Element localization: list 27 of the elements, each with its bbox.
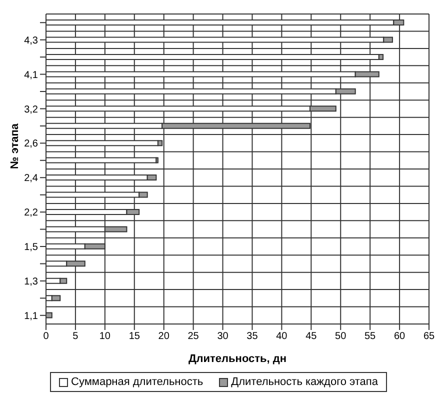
- x-axis-title: Длительность, дн: [188, 353, 287, 365]
- y-tick-label: 1,1: [24, 310, 38, 322]
- x-tick-label: 35: [246, 331, 258, 342]
- y-tick-label: 2,2: [24, 208, 38, 219]
- y-tick-label: 3,2: [24, 104, 38, 116]
- x-tick-label: 60: [394, 331, 406, 342]
- legend-label: Суммарная длительность: [70, 376, 204, 388]
- y-tick-label: 4,3: [24, 35, 38, 46]
- x-tick-label: 30: [217, 331, 229, 342]
- x-tick-label: 65: [423, 331, 435, 342]
- y-tick-label: 2,6: [24, 138, 38, 150]
- x-tick-label: 20: [158, 331, 170, 342]
- y-tick-label: 1,3: [24, 276, 38, 288]
- x-tick-label: 0: [43, 331, 50, 342]
- x-tick-label: 45: [306, 331, 318, 342]
- x-tick-label: 10: [99, 331, 111, 342]
- x-tick-label: 25: [188, 331, 200, 342]
- x-tick-label: 5: [72, 331, 79, 342]
- y-tick-label: 1,5: [24, 242, 38, 254]
- x-tick-label: 15: [128, 331, 140, 342]
- y-tick-label: 2,4: [24, 173, 38, 184]
- x-tick-label: 40: [276, 331, 288, 342]
- x-tick-label: 55: [364, 331, 376, 342]
- x-tick-label: 50: [335, 331, 347, 342]
- y-tick-label: 4,1: [24, 70, 38, 81]
- y-axis-title: № этапа: [8, 122, 21, 169]
- legend-label: Длительность каждого этапа: [230, 376, 378, 388]
